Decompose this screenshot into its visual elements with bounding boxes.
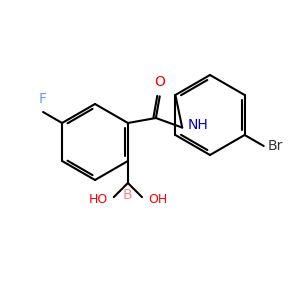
- Text: OH: OH: [148, 193, 167, 206]
- Text: O: O: [154, 75, 165, 89]
- Text: B: B: [123, 188, 133, 202]
- Text: NH: NH: [187, 118, 208, 132]
- Text: Br: Br: [268, 139, 283, 153]
- Text: F: F: [39, 92, 47, 106]
- Text: HO: HO: [88, 193, 108, 206]
